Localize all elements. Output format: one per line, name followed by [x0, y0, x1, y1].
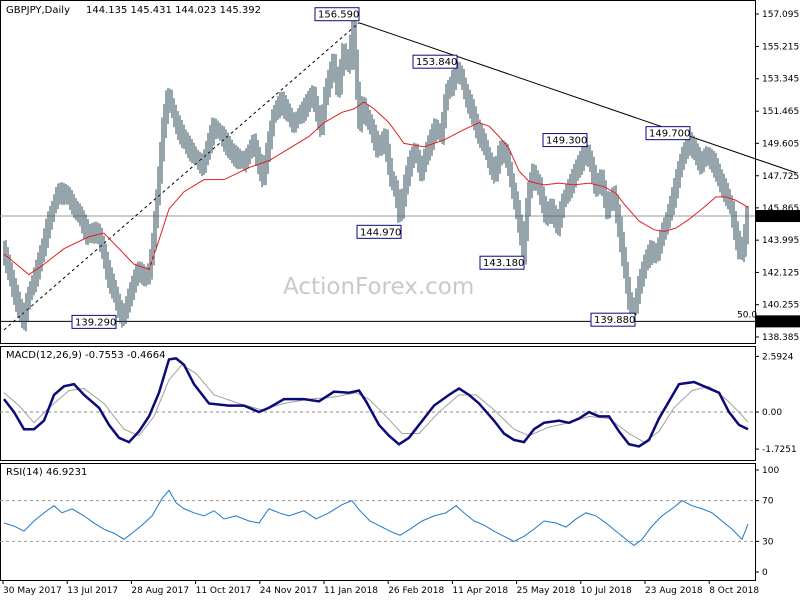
x-tick-label: 11 Apr 2018 [452, 586, 508, 596]
price-annotation-label: 143.180 [483, 258, 524, 269]
fib-50-line-label-box [756, 315, 800, 328]
x-tick-label: 8 Oct 2018 [709, 586, 759, 596]
y-tick-label: 149.605 [762, 139, 799, 149]
price-panel-title: GBPJPY,Daily 144.135 145.431 144.023 145… [6, 5, 261, 16]
y-tick-label: 143.995 [762, 236, 799, 246]
y-tick-label: 157.095 [762, 10, 799, 20]
y-tick-label: 70 [762, 497, 774, 507]
x-tick-label: 26 Feb 2018 [388, 586, 444, 596]
price-panel-symbol: GBPJPY,Daily [6, 5, 70, 16]
y-tick-label: 147.725 [762, 172, 799, 182]
x-tick-label: 11 Jan 2018 [324, 586, 378, 596]
x-tick-label: 25 May 2018 [517, 586, 576, 596]
date-x-axis: 30 May 2017 13 Jul 2017 28 Aug 2017 11 Oct … [2, 580, 759, 596]
y-tick-label: 100 [762, 466, 779, 476]
y-tick-label: 140.255 [762, 301, 799, 311]
price-annotation-label: 149.300 [546, 136, 587, 147]
y-tick-label: 138.385 [762, 333, 799, 343]
price-y-axis: 157.095 155.215 153.345 151.465 149.605 147.7… [755, 10, 800, 343]
macd-y-axis: 2.5924 0.00 -1.7251 [755, 352, 797, 455]
y-tick-label: 30 [762, 537, 774, 547]
y-tick-label: 153.345 [762, 75, 799, 85]
macd-signal-line [3, 364, 749, 443]
rsi-panel-frame [0, 463, 756, 581]
macd-line [3, 357, 749, 448]
rsi-series [3, 489, 749, 547]
macd-panel-frame [0, 346, 756, 461]
y-tick-label: 0.00 [762, 408, 782, 418]
y-tick-label: 0 [762, 568, 768, 578]
moving-average-series [3, 101, 749, 276]
rsi-y-axis: 100 70 30 0 [755, 466, 779, 578]
y-tick-label: 145.865 [762, 204, 799, 214]
x-tick-label: 10 Jul 2018 [581, 586, 632, 596]
price-trendlines [3, 22, 797, 331]
price-annotation-label: 144.970 [360, 227, 401, 238]
price-annotation-label: 156.590 [318, 10, 359, 21]
macd-panel-title: MACD(12,26,9) -0.7553 -0.4664 [6, 350, 166, 361]
x-tick-label: 24 Nov 2017 [260, 586, 318, 596]
y-tick-label: -1.7251 [762, 445, 797, 455]
x-tick-label: 13 Jul 2017 [67, 586, 118, 596]
price-annotation-box [71, 314, 117, 329]
fib-50-line-label: 139.290 [760, 318, 797, 328]
x-tick-label: 28 Aug 2017 [131, 586, 189, 596]
price-panel-ohlc: 144.135 145.431 144.023 145.392 [86, 5, 261, 16]
watermark: ActionForex.com [283, 274, 474, 300]
moving-average-line [3, 101, 749, 276]
y-tick-label: 2.5924 [762, 352, 794, 362]
falling-trendline [358, 22, 797, 174]
price-panel-frame [0, 0, 756, 344]
x-tick-label: 23 Aug 2018 [645, 586, 703, 596]
rsi-levels [0, 500, 755, 542]
rsi-line [3, 489, 749, 547]
price-annotation-label: 139.290 [75, 317, 116, 328]
rsi-panel-title: RSI(14) 46.9231 [6, 467, 87, 478]
y-tick-label: 142.125 [762, 268, 799, 278]
price-annotation-box [542, 133, 588, 148]
price-annotations: 156.590 153.840 149.300 149.700 144.970 143.1… [71, 7, 691, 329]
fib-50-tag: 50.0 [737, 310, 757, 320]
price-annotation-box [590, 312, 636, 327]
macd-series [3, 357, 749, 448]
y-tick-label: 155.215 [762, 42, 799, 52]
price-annotation-box [645, 126, 691, 141]
last-price-line-label: 145.392 [760, 213, 797, 223]
last-price-line-label-box [756, 210, 800, 223]
price-annotation-box [412, 54, 458, 69]
price-annotation-box [479, 255, 525, 270]
price-annotation-label: 139.880 [594, 315, 635, 326]
price-annotation-label: 149.700 [649, 129, 690, 140]
price-series [3, 17, 749, 332]
x-tick-label: 11 Oct 2017 [196, 586, 252, 596]
rising-dashed-trendline [3, 22, 360, 331]
x-tick-label: 30 May 2017 [3, 586, 62, 596]
price-annotation-label: 153.840 [416, 57, 457, 68]
y-tick-label: 151.465 [762, 107, 799, 117]
price-annotation-box [314, 7, 360, 22]
price-annotation-box [356, 224, 402, 239]
